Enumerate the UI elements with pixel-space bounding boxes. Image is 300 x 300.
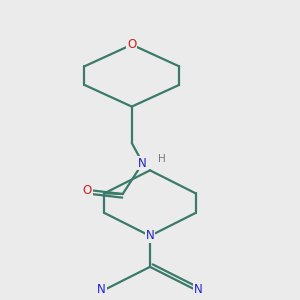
Text: N: N xyxy=(97,283,106,296)
Text: O: O xyxy=(83,184,92,197)
Text: H: H xyxy=(158,154,166,164)
Text: N: N xyxy=(194,283,203,296)
Text: N: N xyxy=(138,157,147,169)
Text: N: N xyxy=(146,230,154,242)
Text: O: O xyxy=(127,38,136,51)
